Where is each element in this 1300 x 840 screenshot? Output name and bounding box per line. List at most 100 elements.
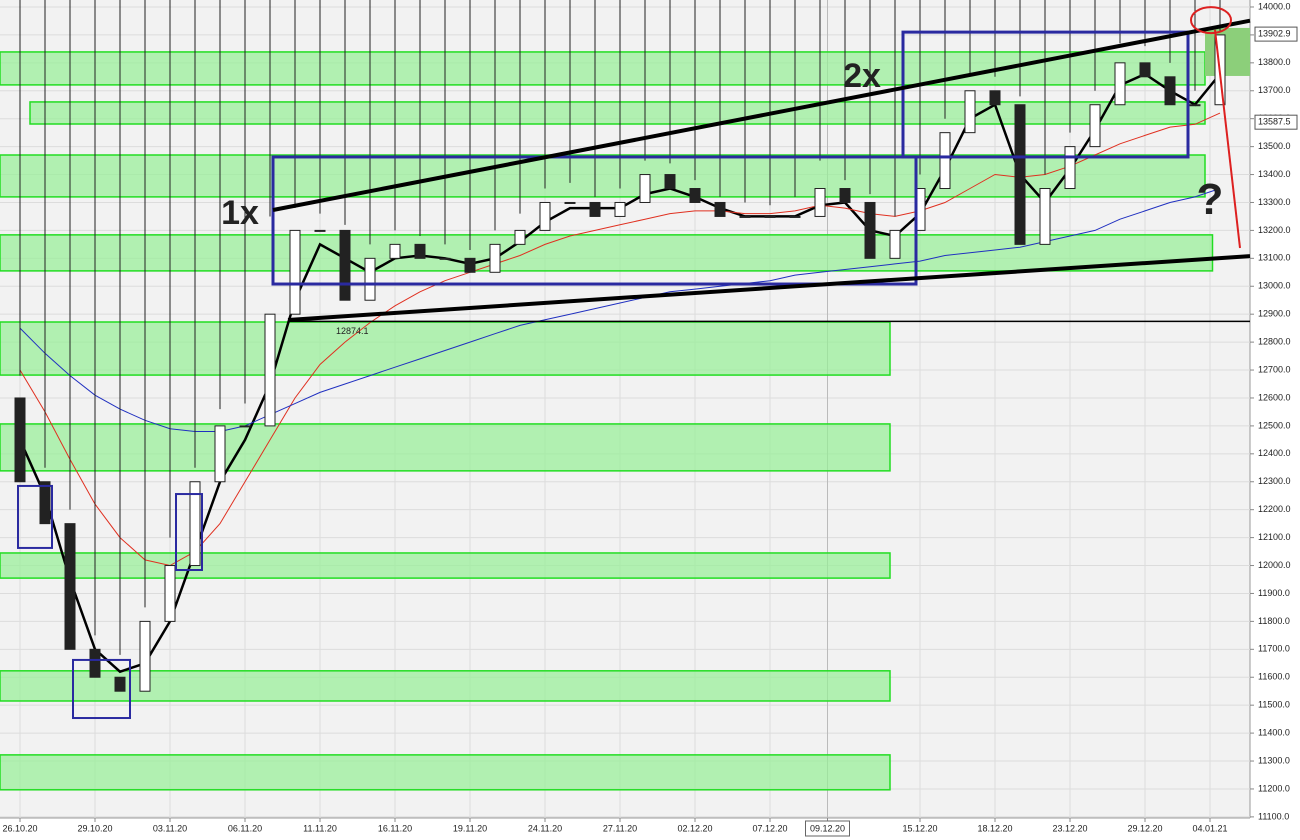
range-box (17, 484, 53, 549)
candle-body (664, 174, 676, 190)
candle-body (364, 257, 376, 301)
x-tick-label: 02.12.20 (677, 823, 712, 833)
y-tick-label: 11400.0 (1258, 727, 1290, 737)
candle-body (614, 201, 626, 217)
support-zone (0, 552, 891, 579)
trend-line (287, 254, 1251, 323)
range-box (175, 493, 203, 572)
candle-body (989, 90, 1001, 106)
y-tick-label: 11700.0 (1258, 644, 1290, 654)
y-tick-label: 11500.0 (1258, 700, 1290, 710)
x-tick-label: 16.11.20 (378, 823, 412, 833)
candle-body (539, 201, 551, 231)
range-box (901, 30, 1190, 159)
y-tick-label: 12700.0 (1258, 364, 1291, 374)
x-tick-label: 24.11.20 (528, 823, 562, 833)
candle-body (314, 229, 326, 232)
target-zone (1205, 27, 1250, 76)
candle-body (264, 313, 276, 427)
y-tick-label: 13700.0 (1258, 85, 1291, 95)
range-box (72, 658, 131, 720)
y-tick-label: 13300.0 (1258, 197, 1291, 207)
candle-body (89, 648, 101, 678)
candle-body (39, 481, 51, 525)
candle-body (464, 257, 476, 273)
y-tick-label: 12500.0 (1258, 420, 1291, 430)
y-tick-label: 11200.0 (1258, 783, 1290, 793)
x-tick-label: 03.11.20 (153, 823, 187, 833)
support-zone (0, 234, 1214, 272)
y-tick-label: 12300.0 (1258, 476, 1291, 486)
candle-body (564, 201, 576, 204)
support-zone (29, 101, 1206, 125)
highlight-ellipse (1190, 6, 1232, 35)
x-tick-label: 29.12.20 (1127, 823, 1162, 833)
candle-body (939, 132, 951, 190)
candle-body (689, 188, 701, 203)
candle-body (64, 523, 76, 650)
trend-line (1214, 29, 1241, 249)
y-tick-label: 12900.0 (1258, 309, 1291, 319)
x-tick-label: 26.10.20 (2, 823, 37, 833)
candle-body (14, 397, 26, 483)
low-label: 12874.1 (336, 326, 369, 336)
candle-body (864, 201, 876, 259)
candle-body (164, 565, 176, 622)
candle-body (814, 188, 826, 217)
x-tick-label: 15.12.20 (902, 823, 937, 833)
candle-body (1014, 104, 1026, 245)
candle-body (1189, 104, 1201, 107)
candle-body (1114, 62, 1126, 106)
support-zone (0, 754, 891, 791)
crosshair-label-box (805, 820, 850, 837)
x-tick-label: 07.12.20 (752, 823, 787, 833)
x-tick-label: 23.12.20 (1052, 823, 1087, 833)
candle-body (189, 481, 201, 567)
y-tick-label: 13100.0 (1258, 253, 1291, 263)
candle-body (489, 243, 501, 273)
candle-body (114, 676, 126, 692)
x-tick-label: 29.10.20 (77, 823, 112, 833)
price-label: 13587.5 (1258, 117, 1291, 127)
y-tick-label: 13400.0 (1258, 169, 1291, 179)
candle-body (639, 174, 651, 203)
x-tick-label: 11.11.20 (303, 823, 337, 833)
candle-body (889, 229, 901, 259)
x-tick-label: 09.12.20 (810, 823, 845, 833)
y-tick-label: 11100.0 (1258, 811, 1289, 821)
annotation: 2x (843, 57, 881, 95)
candle-body (1164, 76, 1176, 106)
annotation: ? (1197, 175, 1224, 224)
y-tick-label: 12800.0 (1258, 336, 1291, 346)
candle-body (789, 215, 801, 218)
x-tick-label: 18.12.20 (977, 823, 1012, 833)
x-tick-label: 27.11.20 (603, 823, 637, 833)
y-tick-label: 12600.0 (1258, 392, 1291, 402)
candle-body (339, 229, 351, 301)
y-tick-label: 12000.0 (1258, 560, 1291, 570)
support-zone (0, 321, 891, 376)
x-tick-label: 04.01.21 (1192, 823, 1227, 833)
candle-body (964, 90, 976, 134)
price-label-box (1254, 114, 1298, 130)
y-tick-label: 12100.0 (1258, 532, 1291, 542)
candle-body (839, 188, 851, 203)
candle-body (714, 201, 726, 217)
candle-body (739, 215, 751, 218)
y-tick-label: 11800.0 (1258, 616, 1290, 626)
x-tick-label: 06.11.20 (228, 823, 262, 833)
candle-body (389, 243, 401, 259)
y-tick-label: 13800.0 (1258, 57, 1291, 67)
y-tick-label: 12400.0 (1258, 448, 1291, 458)
candle-body (1039, 188, 1051, 245)
y-axis-panel (1250, 0, 1300, 840)
y-tick-label: 14000.0 (1258, 1, 1291, 11)
y-tick-label: 13500.0 (1258, 141, 1291, 151)
support-zone (0, 423, 891, 472)
y-tick-label: 13200.0 (1258, 225, 1291, 235)
y-tick-label: 13000.0 (1258, 281, 1291, 291)
candle-body (589, 201, 601, 217)
price-label: 13902.9 (1258, 28, 1291, 38)
